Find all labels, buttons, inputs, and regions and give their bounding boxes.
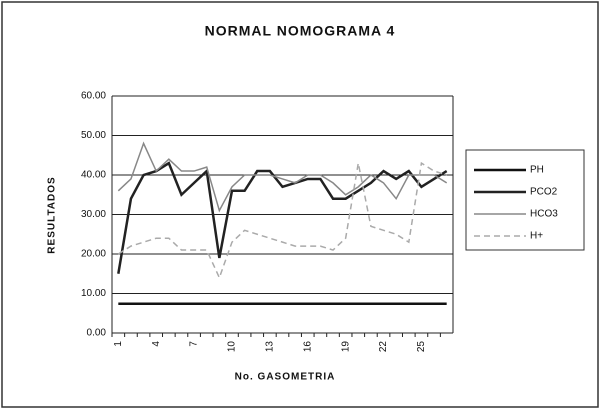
x-tick-label: 4 xyxy=(151,341,162,347)
y-axis-title: RESULTADOS xyxy=(47,176,58,253)
y-tick-label: 10.00 xyxy=(81,288,106,299)
legend-label: PH xyxy=(530,165,544,176)
series-line xyxy=(117,161,447,280)
series-line xyxy=(117,141,448,213)
x-tick-label: 22 xyxy=(378,341,389,353)
y-tick-label: 20.00 xyxy=(81,249,106,260)
x-axis-title: No. GASOMETRIA xyxy=(235,372,336,383)
legend-label: PCO2 xyxy=(530,187,558,198)
y-tick-label: 30.00 xyxy=(81,209,106,220)
x-tick-label: 19 xyxy=(340,341,351,353)
legend-label: H+ xyxy=(530,231,543,242)
y-tick-label: 60.00 xyxy=(81,91,106,102)
y-tick-label: 40.00 xyxy=(81,170,106,181)
x-tick-label: 25 xyxy=(416,341,427,353)
x-tick-label: 10 xyxy=(227,341,238,353)
x-tick-label: 13 xyxy=(265,341,276,353)
legend-box xyxy=(465,149,585,251)
chart-title: NORMAL NOMOGRAMA 4 xyxy=(205,23,396,39)
x-tick-label: 7 xyxy=(189,341,200,347)
x-tick-label: 1 xyxy=(113,341,124,347)
y-tick-label: 0.00 xyxy=(87,328,107,339)
series-line xyxy=(117,161,448,274)
y-tick-label: 50.00 xyxy=(81,130,106,141)
x-tick-label: 16 xyxy=(302,341,313,353)
legend-label: HCO3 xyxy=(530,209,558,220)
